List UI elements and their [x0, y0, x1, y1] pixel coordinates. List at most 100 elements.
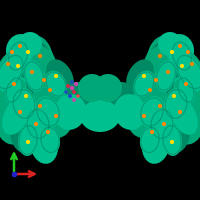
Circle shape — [179, 45, 181, 47]
Ellipse shape — [170, 97, 198, 135]
Circle shape — [155, 79, 157, 81]
Circle shape — [149, 89, 151, 91]
Ellipse shape — [0, 35, 55, 145]
Ellipse shape — [12, 88, 36, 120]
Ellipse shape — [7, 40, 29, 72]
Ellipse shape — [148, 40, 188, 80]
Circle shape — [69, 95, 71, 97]
Ellipse shape — [144, 46, 176, 82]
Ellipse shape — [40, 126, 60, 154]
Ellipse shape — [25, 61, 63, 107]
Ellipse shape — [171, 40, 193, 72]
Circle shape — [187, 51, 189, 53]
Circle shape — [25, 95, 27, 97]
Ellipse shape — [2, 97, 30, 135]
Ellipse shape — [154, 106, 190, 154]
Ellipse shape — [126, 59, 154, 93]
Ellipse shape — [94, 74, 122, 102]
Circle shape — [159, 105, 161, 107]
Ellipse shape — [140, 126, 160, 154]
Ellipse shape — [148, 96, 180, 128]
Circle shape — [181, 65, 183, 67]
Ellipse shape — [168, 53, 200, 99]
Ellipse shape — [133, 71, 155, 97]
Circle shape — [55, 75, 57, 77]
Ellipse shape — [78, 74, 106, 102]
Circle shape — [19, 111, 21, 113]
Circle shape — [11, 51, 13, 53]
Ellipse shape — [162, 124, 182, 156]
Circle shape — [43, 79, 45, 81]
Circle shape — [185, 83, 187, 85]
Circle shape — [27, 141, 29, 143]
Circle shape — [47, 131, 49, 133]
Circle shape — [70, 86, 74, 90]
Ellipse shape — [114, 94, 146, 130]
Ellipse shape — [142, 124, 170, 164]
Ellipse shape — [0, 53, 32, 99]
Ellipse shape — [0, 50, 19, 78]
Circle shape — [7, 63, 9, 65]
Ellipse shape — [164, 88, 188, 120]
Ellipse shape — [128, 102, 160, 138]
Ellipse shape — [30, 124, 58, 164]
Ellipse shape — [24, 46, 56, 82]
Ellipse shape — [18, 124, 38, 156]
Circle shape — [35, 123, 37, 125]
Ellipse shape — [46, 59, 74, 93]
Ellipse shape — [40, 102, 72, 138]
Ellipse shape — [166, 34, 194, 66]
Circle shape — [13, 83, 15, 85]
Circle shape — [17, 65, 19, 67]
Circle shape — [67, 85, 69, 87]
Ellipse shape — [60, 82, 100, 118]
Ellipse shape — [33, 77, 67, 115]
Ellipse shape — [5, 77, 23, 103]
Circle shape — [163, 123, 165, 125]
Ellipse shape — [100, 82, 140, 118]
Ellipse shape — [76, 80, 124, 120]
Circle shape — [65, 91, 67, 93]
Ellipse shape — [133, 77, 167, 115]
Ellipse shape — [155, 60, 177, 92]
Circle shape — [27, 51, 29, 53]
Ellipse shape — [35, 96, 61, 128]
Circle shape — [55, 115, 57, 117]
Ellipse shape — [26, 108, 50, 140]
Circle shape — [39, 55, 41, 57]
Circle shape — [173, 95, 175, 97]
Circle shape — [143, 115, 145, 117]
Circle shape — [71, 81, 73, 83]
Circle shape — [191, 63, 193, 65]
Ellipse shape — [0, 54, 24, 90]
Ellipse shape — [137, 61, 175, 107]
Circle shape — [171, 51, 173, 53]
Ellipse shape — [20, 96, 52, 128]
Ellipse shape — [0, 78, 25, 114]
Ellipse shape — [177, 77, 195, 103]
Ellipse shape — [6, 34, 34, 66]
Circle shape — [49, 89, 51, 91]
Ellipse shape — [23, 60, 45, 92]
Circle shape — [19, 45, 21, 47]
Ellipse shape — [181, 50, 200, 78]
Circle shape — [171, 141, 173, 143]
Ellipse shape — [10, 106, 46, 154]
Circle shape — [151, 131, 153, 133]
Circle shape — [75, 83, 77, 85]
Circle shape — [39, 105, 41, 107]
Circle shape — [179, 111, 181, 113]
Ellipse shape — [12, 40, 52, 80]
Ellipse shape — [175, 78, 200, 114]
Ellipse shape — [158, 32, 182, 56]
Circle shape — [31, 71, 33, 73]
Ellipse shape — [54, 94, 86, 130]
Ellipse shape — [150, 108, 174, 140]
Circle shape — [73, 91, 75, 93]
Ellipse shape — [18, 32, 42, 56]
Circle shape — [159, 55, 161, 57]
Circle shape — [143, 75, 145, 77]
Ellipse shape — [45, 71, 67, 97]
Ellipse shape — [139, 96, 165, 128]
Ellipse shape — [176, 54, 200, 90]
